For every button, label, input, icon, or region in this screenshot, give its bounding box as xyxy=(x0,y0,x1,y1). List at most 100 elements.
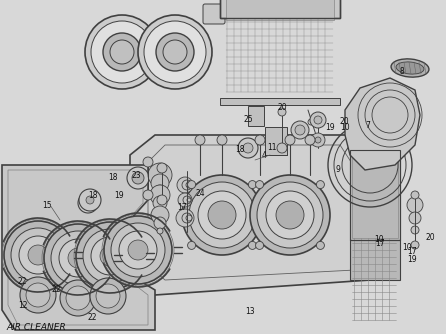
Circle shape xyxy=(156,33,194,71)
Circle shape xyxy=(243,143,253,153)
Circle shape xyxy=(59,239,97,277)
Circle shape xyxy=(20,277,56,313)
Circle shape xyxy=(163,40,187,64)
Circle shape xyxy=(153,196,167,210)
Circle shape xyxy=(411,226,419,234)
Circle shape xyxy=(157,228,163,234)
Circle shape xyxy=(316,241,324,249)
Circle shape xyxy=(182,213,192,223)
Circle shape xyxy=(154,217,166,229)
Circle shape xyxy=(285,135,295,145)
Text: 23: 23 xyxy=(132,170,142,179)
Circle shape xyxy=(96,284,120,308)
Text: 20: 20 xyxy=(278,104,288,113)
Circle shape xyxy=(198,191,246,239)
Circle shape xyxy=(305,135,315,145)
Text: 11: 11 xyxy=(267,143,277,152)
Text: 22: 22 xyxy=(52,286,62,295)
Circle shape xyxy=(66,286,90,310)
Bar xyxy=(350,150,400,240)
Circle shape xyxy=(100,246,120,266)
Circle shape xyxy=(138,15,212,89)
Bar xyxy=(352,152,398,238)
Circle shape xyxy=(183,196,191,204)
Circle shape xyxy=(91,21,153,83)
Circle shape xyxy=(276,201,304,229)
Polygon shape xyxy=(345,78,420,170)
Circle shape xyxy=(178,193,192,207)
Circle shape xyxy=(177,177,193,193)
Bar xyxy=(220,0,340,18)
Text: 20: 20 xyxy=(340,117,350,126)
Text: 18: 18 xyxy=(88,191,98,200)
Circle shape xyxy=(157,195,167,205)
Circle shape xyxy=(182,180,192,190)
Text: 8: 8 xyxy=(400,67,405,76)
Circle shape xyxy=(68,248,88,268)
Circle shape xyxy=(310,112,326,128)
Circle shape xyxy=(208,201,236,229)
Circle shape xyxy=(188,181,196,189)
Ellipse shape xyxy=(391,59,429,77)
Bar xyxy=(265,127,287,155)
Circle shape xyxy=(143,190,153,200)
Circle shape xyxy=(411,241,419,249)
Circle shape xyxy=(291,121,309,139)
Circle shape xyxy=(51,231,105,285)
Polygon shape xyxy=(220,98,340,105)
Text: 9: 9 xyxy=(335,166,340,174)
Circle shape xyxy=(144,21,206,83)
Circle shape xyxy=(314,116,322,124)
Circle shape xyxy=(103,33,141,71)
Circle shape xyxy=(110,40,134,64)
Text: 13: 13 xyxy=(245,308,255,317)
Circle shape xyxy=(315,137,321,143)
Circle shape xyxy=(238,138,258,158)
Circle shape xyxy=(85,15,159,89)
Text: 20: 20 xyxy=(425,233,434,242)
Bar xyxy=(350,150,400,240)
Circle shape xyxy=(186,182,192,188)
Circle shape xyxy=(119,231,157,269)
Circle shape xyxy=(60,280,96,316)
Circle shape xyxy=(187,198,191,202)
Circle shape xyxy=(277,143,287,153)
FancyBboxPatch shape xyxy=(203,4,225,24)
Circle shape xyxy=(127,167,149,189)
Text: 22: 22 xyxy=(88,313,98,322)
Circle shape xyxy=(316,181,324,189)
Circle shape xyxy=(76,222,144,290)
Circle shape xyxy=(256,181,264,189)
Polygon shape xyxy=(2,165,155,330)
Circle shape xyxy=(308,119,314,125)
Circle shape xyxy=(189,182,255,248)
Circle shape xyxy=(256,241,264,249)
Circle shape xyxy=(28,245,48,265)
Circle shape xyxy=(83,229,137,283)
Circle shape xyxy=(195,135,205,145)
Circle shape xyxy=(19,236,57,274)
Circle shape xyxy=(278,108,286,116)
Text: 18: 18 xyxy=(108,173,117,182)
Circle shape xyxy=(4,221,72,289)
Circle shape xyxy=(186,215,192,221)
Text: 25: 25 xyxy=(243,116,252,125)
Text: 22: 22 xyxy=(18,278,28,287)
Circle shape xyxy=(128,240,148,260)
Circle shape xyxy=(407,197,423,213)
Circle shape xyxy=(157,163,167,173)
Circle shape xyxy=(156,207,164,215)
Text: 12: 12 xyxy=(18,301,28,310)
Circle shape xyxy=(148,163,172,187)
Circle shape xyxy=(111,223,165,277)
Text: 17: 17 xyxy=(177,203,186,212)
Text: 4: 4 xyxy=(262,151,267,160)
Text: 10: 10 xyxy=(402,243,412,253)
Circle shape xyxy=(83,198,93,208)
Text: 10: 10 xyxy=(374,235,384,244)
Circle shape xyxy=(151,206,169,224)
Text: 19: 19 xyxy=(114,191,124,200)
Circle shape xyxy=(411,191,419,199)
Circle shape xyxy=(248,181,256,189)
Bar xyxy=(248,106,264,126)
